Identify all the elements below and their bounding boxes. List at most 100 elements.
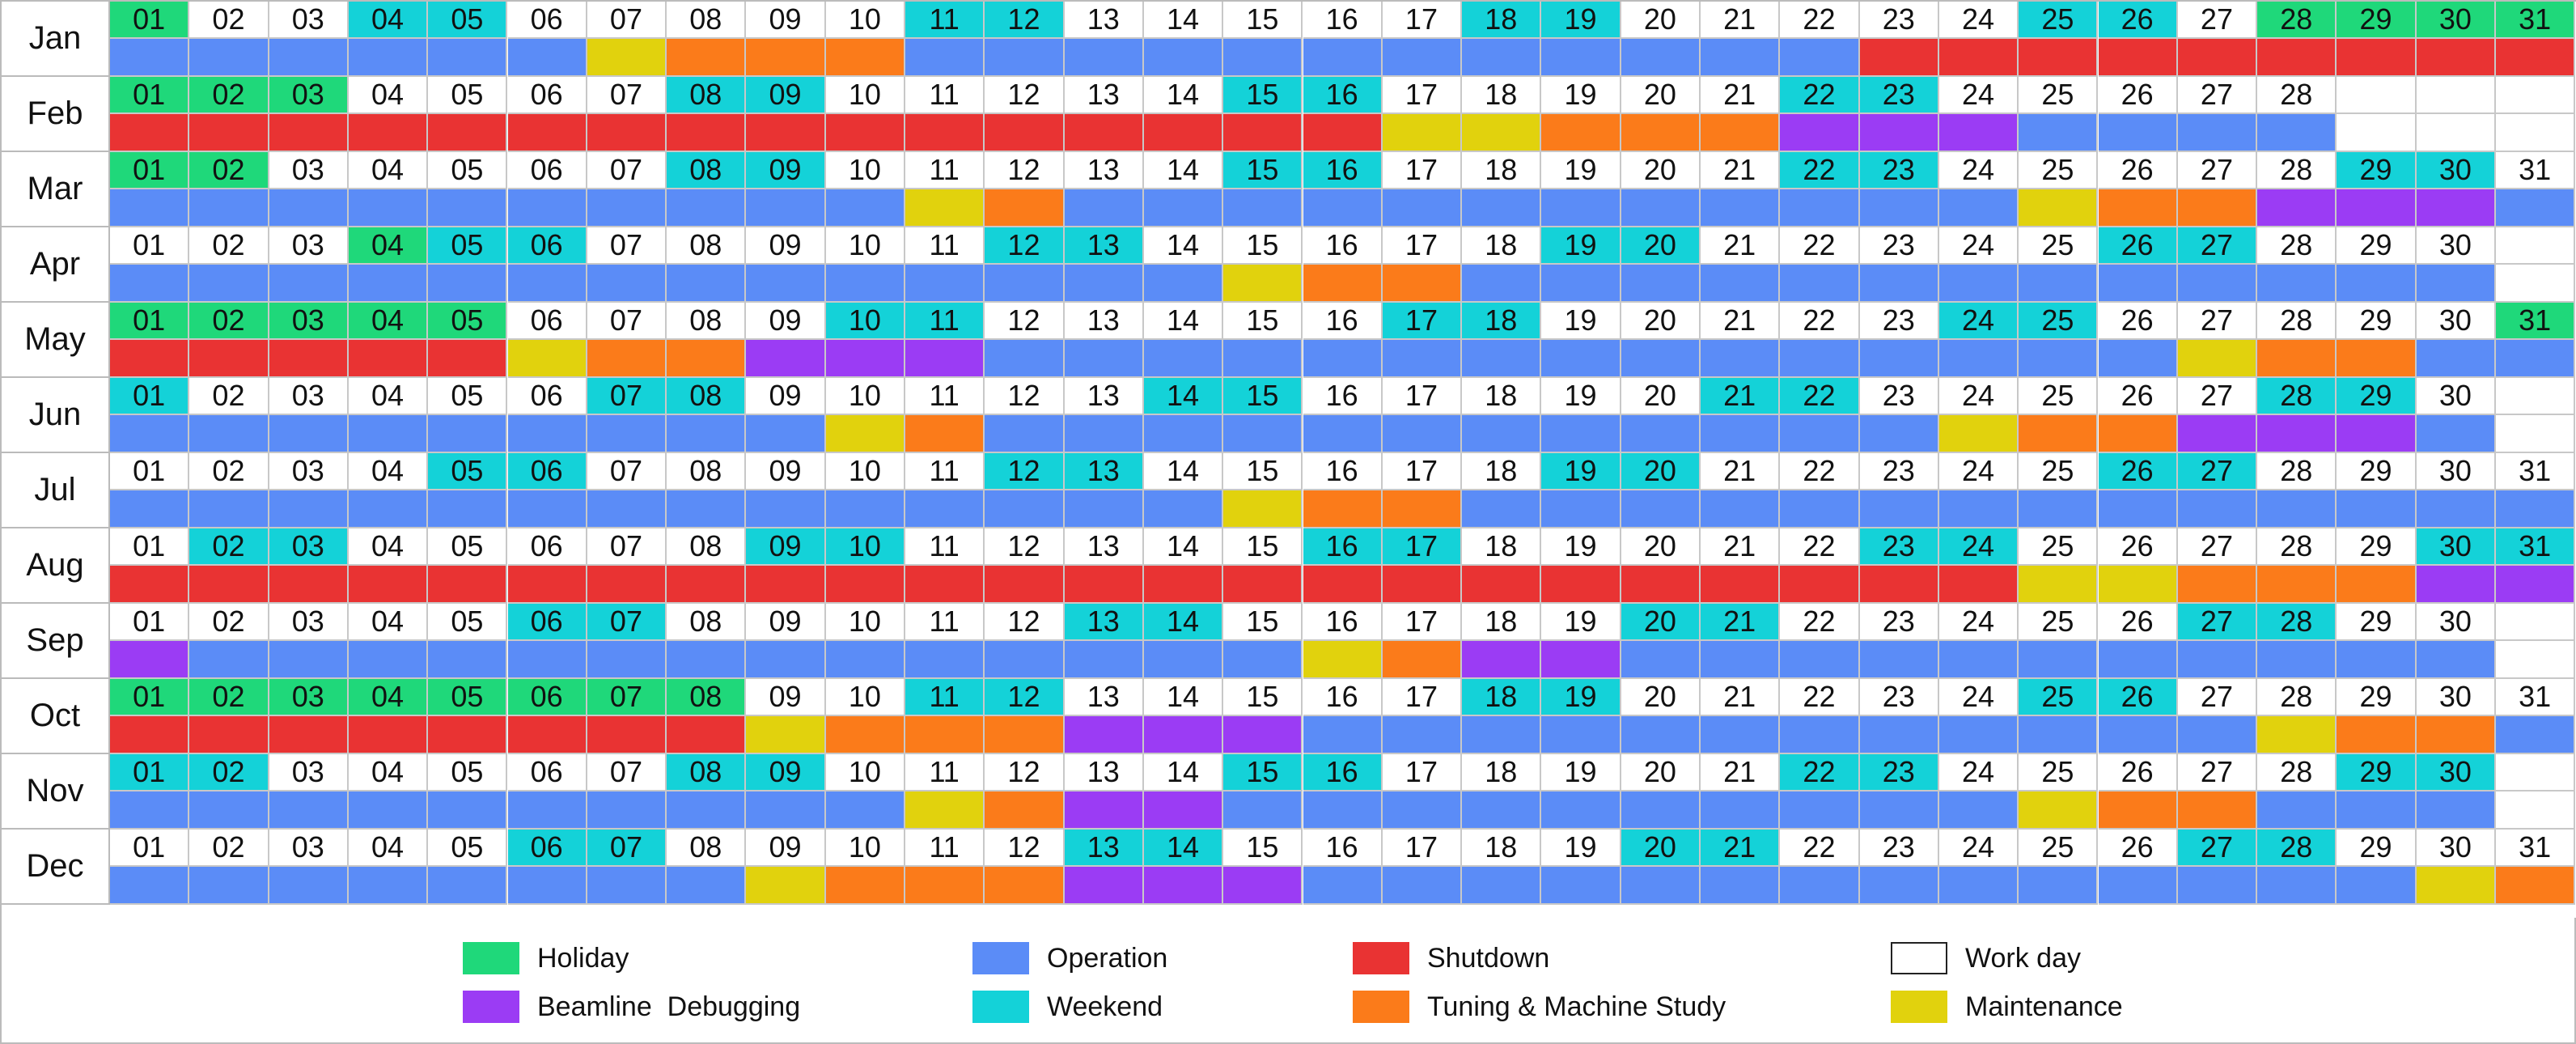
schedule-bar-cell [1541, 791, 1621, 830]
day-cell: 15 [1223, 152, 1303, 189]
day-cell: 14 [1143, 77, 1224, 114]
schedule-bar-cell [269, 566, 349, 604]
day-cell: 17 [1382, 227, 1463, 265]
day-cell: 21 [1701, 303, 1781, 340]
day-cell: 22 [1780, 604, 1860, 641]
schedule-bar-cell [2177, 791, 2258, 830]
schedule-bar-cell [2337, 265, 2417, 303]
schedule-bar-cell [1701, 265, 1781, 303]
day-cell: 06 [507, 227, 587, 265]
day-cell: 21 [1701, 2, 1781, 39]
day-cell: 11 [905, 528, 985, 566]
schedule-bar-cell [507, 340, 587, 378]
day-cell: 30 [2416, 378, 2496, 415]
day-cell: 29 [2337, 453, 2417, 490]
day-cell: 16 [1303, 303, 1383, 340]
day-cell: 19 [1541, 227, 1621, 265]
schedule-bar-cell [587, 791, 667, 830]
schedule-bar-cell [428, 867, 508, 905]
day-cell: 08 [667, 679, 747, 716]
schedule-bar-cell [1223, 867, 1303, 905]
schedule-bar-cell [587, 340, 667, 378]
day-cell: 09 [746, 227, 826, 265]
schedule-bar-cell [1064, 265, 1144, 303]
schedule-bar-cell [110, 641, 190, 679]
legend-label: Tuning & Machine Study [1427, 991, 1727, 1022]
schedule-bar-cell [1303, 340, 1383, 378]
day-cell: 22 [1780, 528, 1860, 566]
schedule-bar-cell [2337, 490, 2417, 528]
day-cell: 25 [2019, 453, 2099, 490]
schedule-bar-cell [746, 189, 826, 227]
schedule-bar-cell [1938, 265, 2019, 303]
day-cell: 16 [1303, 604, 1383, 641]
day-cell: 13 [1064, 679, 1144, 716]
schedule-bar-cell [507, 490, 587, 528]
schedule-bar-cell [1382, 189, 1463, 227]
schedule-bar-cell [1064, 189, 1144, 227]
day-cell: 23 [1859, 2, 1939, 39]
schedule-bar-cell [1303, 265, 1383, 303]
day-cell: 23 [1859, 604, 1939, 641]
day-cell: 17 [1382, 303, 1463, 340]
day-cell: 01 [110, 830, 190, 867]
day-cell: 01 [110, 152, 190, 189]
day-cell: 05 [428, 754, 508, 791]
day-cell: 11 [905, 227, 985, 265]
schedule-bar-cell [1223, 265, 1303, 303]
schedule-bar-cell [2416, 490, 2496, 528]
schedule-bar-cell [269, 415, 349, 453]
schedule-bar-cell [428, 716, 508, 754]
schedule-bar-cell [1462, 791, 1542, 830]
day-cell: 08 [667, 378, 747, 415]
schedule-bar-cell [110, 716, 190, 754]
schedule-bar-cell [1223, 415, 1303, 453]
schedule-bar-cell [1382, 415, 1463, 453]
schedule-bar-cell [2019, 340, 2099, 378]
schedule-bar-cell [587, 867, 667, 905]
schedule-bar-cell [428, 415, 508, 453]
day-cell: 12 [985, 679, 1065, 716]
schedule-bar-cell [1223, 490, 1303, 528]
schedule-bar-cell [189, 39, 269, 77]
day-cell: 22 [1780, 453, 1860, 490]
schedule-bar-cell [189, 641, 269, 679]
day-cell: 22 [1780, 830, 1860, 867]
day-cell: 27 [2177, 679, 2258, 716]
month-label-nov: Nov [2, 754, 110, 830]
schedule-bar-cell [667, 641, 747, 679]
day-cell: 10 [825, 830, 905, 867]
day-cell: 29 [2337, 227, 2417, 265]
day-cell: 24 [1938, 378, 2019, 415]
day-cell: 01 [110, 754, 190, 791]
schedule-bar-cell [2337, 716, 2417, 754]
schedule-bar-cell [1143, 490, 1224, 528]
day-cell: 11 [905, 679, 985, 716]
month-label-apr: Apr [2, 227, 110, 303]
schedule-bar-cell [348, 340, 429, 378]
schedule-bar-cell [1621, 415, 1701, 453]
schedule-bar-cell [1780, 415, 1860, 453]
day-cell: 08 [667, 528, 747, 566]
day-cell: 15 [1223, 604, 1303, 641]
legend-label: Holiday [537, 942, 629, 974]
schedule-bar-cell [348, 791, 429, 830]
schedule-bar-cell [905, 415, 985, 453]
day-cell: 02 [189, 77, 269, 114]
day-cell: 21 [1701, 152, 1781, 189]
day-cell: 31 [2496, 152, 2576, 189]
schedule-bar-cell [110, 791, 190, 830]
schedule-bar-cell [985, 340, 1065, 378]
schedule-bar-cell [667, 566, 747, 604]
schedule-bar-cell [2098, 566, 2178, 604]
day-cell: 30 [2416, 453, 2496, 490]
day-cell: 10 [825, 303, 905, 340]
schedule-bar-cell [1223, 566, 1303, 604]
schedule-bar-cell [1541, 490, 1621, 528]
schedule-bar-cell [1859, 490, 1939, 528]
schedule-bar-cell [110, 340, 190, 378]
schedule-bar-cell [428, 189, 508, 227]
day-cell: 25 [2019, 754, 2099, 791]
schedule-bar-cell [2416, 265, 2496, 303]
day-cell: 16 [1303, 679, 1383, 716]
